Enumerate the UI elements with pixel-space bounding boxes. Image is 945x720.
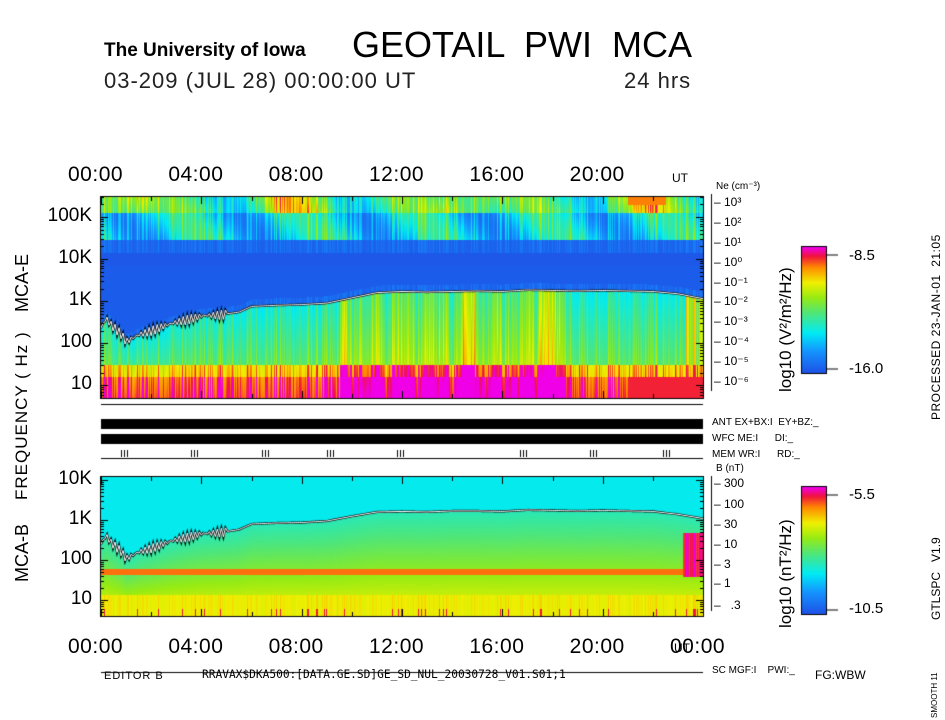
ne-axis-title: Ne (cm⁻³) (716, 181, 761, 192)
e-y-tick-label: 100K (47, 205, 92, 227)
processed-label: PROCESSED 23-JAN-01 21:05 (929, 234, 943, 420)
b-axis-tick-label: – 300 (714, 476, 745, 490)
b-axis-title: B (nT) (716, 463, 744, 474)
bottom-x-tick-label: 16:00 (469, 635, 525, 658)
e-y-tick-label: 10K (58, 247, 92, 269)
date-line: 03-209 (JUL 28) 00:00:00 UT (104, 68, 417, 93)
b-colorbar-min: -10.5 (849, 600, 884, 617)
ne-tick-label: – 10¹ (714, 234, 742, 249)
fg-label: FG:WBW (815, 668, 866, 682)
b-y-tick-label: 100 (60, 548, 92, 570)
bottom-x-unit: UT (674, 641, 690, 655)
top-x-tick-label: 08:00 (268, 163, 324, 186)
b-y-tick-label: 1K (68, 508, 92, 530)
ne-tick-label: – 10⁻³ (714, 314, 748, 329)
bottom-x-tick-label: 08:00 (268, 635, 324, 658)
ne-tick-label: – 10² (714, 214, 742, 229)
instrument-title: GEOTAIL PWI MCA (352, 24, 693, 65)
top-x-tick-label: 00:00 (68, 163, 124, 186)
institution-label: The University of Iowa (104, 40, 306, 61)
top-x-tick-label: 16:00 (469, 163, 525, 186)
b-axis-tick-label: – .3 (714, 598, 741, 612)
status-mem: MEM WR:I RD:_ (712, 449, 800, 460)
bottom-x-tick-label: 12:00 (369, 635, 425, 658)
bottom-x-tick-label: 00:00 (670, 635, 726, 658)
e-y-tick-label: 10 (70, 373, 92, 395)
version-label: GTLSPC V1.9 (929, 537, 943, 620)
e-colorbar-min: -16.0 (849, 360, 884, 377)
top-x-tick-label: 20:00 (569, 163, 625, 186)
bottom-x-tick-label: 20:00 (569, 635, 625, 658)
b-axis-tick-label: – 100 (714, 497, 745, 511)
bottom-x-tick-label: 04:00 (168, 635, 224, 658)
top-x-unit: UT (672, 171, 688, 185)
b-axis-tick-label: – 30 (714, 517, 738, 531)
b-colorbar-label: log10 (nT²/Hz) (776, 519, 795, 628)
b-axis-tick-label: – 1 (714, 576, 731, 590)
b-ylabel: MCA-B (12, 524, 32, 582)
status-ant: ANT EX+BX:I EY+BZ:_ (712, 417, 819, 428)
ne-tick-label: – 10³ (714, 195, 742, 209)
ne-tick-label: – 10⁻⁵ (714, 354, 749, 369)
smooth-label: SMOOTH 11 (930, 672, 939, 718)
e-y-tick-label: 1K (68, 289, 92, 311)
top-x-tick-label: 12:00 (369, 163, 425, 186)
b-axis-tick-label: – 3 (714, 557, 731, 571)
e-y-tick-label: 100 (60, 331, 92, 353)
ne-tick-label: – 10⁻⁶ (714, 374, 749, 388)
ne-tick-label: – 10⁻⁴ (714, 334, 749, 349)
top-x-tick-label: 04:00 (168, 163, 224, 186)
e-colorbar-max: -8.5 (849, 247, 875, 264)
bottom-x-tick-label: 00:00 (68, 635, 124, 658)
duration-label: 24 hrs (624, 68, 692, 93)
ne-tick-label: – 10⁰ (714, 254, 743, 269)
e-ylabel: MCA-E (12, 254, 32, 312)
status-sc: SC MGF:I PWI:_ (712, 665, 795, 676)
file-path: RRAVAX$DKA500:[DATA.GE.SD]GE_SD_NUL_2003… (202, 668, 566, 681)
e-colorbar-label: log10 (V²/m²/Hz) (776, 267, 795, 392)
b-axis-tick-label: – 10 (714, 537, 738, 551)
editor-label: EDITOR B (104, 670, 164, 682)
ne-tick-label: – 10⁻² (714, 294, 748, 309)
ne-tick-label: – 10⁻¹ (714, 274, 748, 289)
b-colorbar-max: -5.5 (849, 486, 875, 503)
status-wfc: WFC ME:I DI:_ (712, 433, 794, 444)
b-y-tick-label: 10 (70, 588, 92, 610)
b-y-tick-label: 10K (58, 468, 92, 490)
